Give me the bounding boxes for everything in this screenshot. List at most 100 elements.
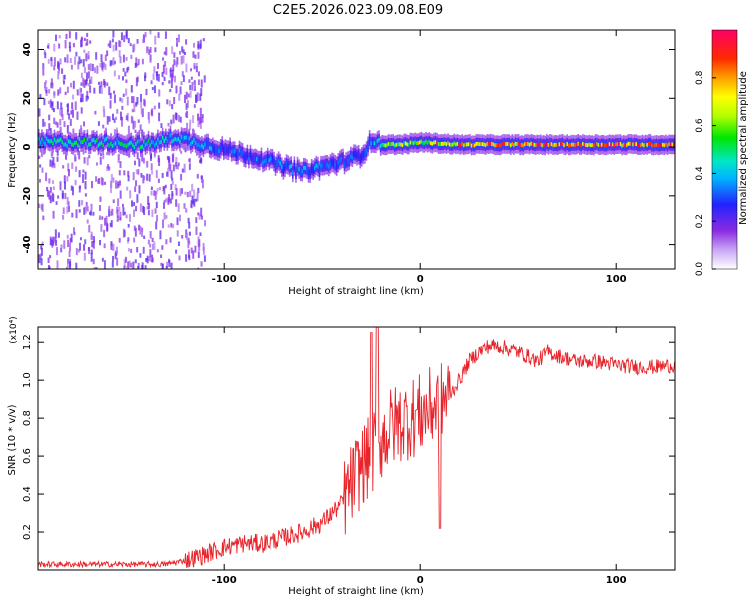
- spectrogram-ridge-cell: [252, 157, 255, 161]
- spectrogram-ridge-cell: [119, 142, 122, 147]
- spectrogram-ridge-cell: [50, 139, 53, 143]
- spectrogram-speckle: [130, 248, 133, 254]
- spectrogram-ridge-cell: [285, 162, 288, 167]
- spectrogram-ridge-cell: [241, 150, 244, 155]
- spectrogram-speckle: [118, 40, 121, 47]
- snr-xtick-label: 100: [606, 575, 627, 586]
- spectrogram-speckle: [136, 152, 139, 160]
- spectrogram-speckle: [170, 183, 173, 190]
- spectrogram-ridge-cell: [635, 142, 638, 147]
- spectrogram-speckle: [75, 32, 78, 40]
- spectrogram-speckle: [178, 93, 181, 101]
- spectrogram-ridge-cell: [213, 147, 216, 152]
- spectrogram-speckle: [180, 173, 183, 181]
- spectrogram-speckle: [82, 174, 85, 184]
- spectrogram-speckle: [78, 209, 81, 213]
- spectrogram-speckle: [95, 267, 98, 269]
- spectrogram-speckle: [56, 101, 59, 110]
- spectrogram-speckle: [60, 102, 63, 110]
- spectrogram-speckle: [62, 80, 65, 85]
- spectrogram-speckle: [86, 32, 89, 37]
- spectrogram-ridge-cell: [445, 142, 448, 147]
- spectrogram-speckle: [86, 157, 89, 166]
- spectrogram-speckle: [141, 262, 144, 269]
- spectrogram-speckle: [165, 215, 168, 219]
- spectrogram-ridge-cell: [477, 141, 479, 146]
- spectrogram-speckle: [185, 254, 188, 262]
- spectrogram-speckle: [59, 58, 62, 65]
- spectrogram-ridge-cell: [536, 142, 539, 147]
- spectrogram-speckle: [133, 103, 136, 112]
- spectrogram-speckle: [69, 242, 72, 252]
- spectrogram-speckle: [98, 178, 101, 184]
- spectrogram-speckle: [199, 43, 202, 50]
- spectrogram-speckle: [126, 67, 129, 73]
- spectrogram-speckle: [59, 181, 62, 191]
- spectrogram-ridge-cell: [219, 146, 222, 151]
- spectrogram-speckle: [68, 31, 71, 39]
- spectrogram-ridge-cell: [436, 140, 438, 145]
- spectrogram-ridge-cell: [663, 143, 666, 148]
- spectrogram-speckle: [118, 206, 121, 212]
- spectrogram-ridge-cell: [533, 142, 536, 147]
- spectrogram-speckle: [89, 40, 92, 44]
- spectrogram-speckle: [75, 209, 78, 219]
- spectrogram-speckle: [95, 162, 98, 166]
- spectrogram-speckle: [154, 35, 157, 45]
- spectrogram-ridge-cell: [414, 140, 416, 145]
- spectrogram-heatmap: [38, 30, 675, 269]
- spectrogram-speckle: [80, 107, 83, 114]
- spectrogram-ridge-cell: [392, 141, 394, 146]
- spectrogram-ridge-cell: [643, 143, 645, 148]
- spectrogram-ridge-cell: [309, 171, 311, 176]
- spectrogram-ridge-cell: [464, 142, 467, 147]
- spectrogram-ridge-cell: [423, 140, 426, 145]
- spectrogram-ridge-cell: [108, 143, 111, 148]
- spectrogram-speckle: [70, 82, 73, 88]
- spectrogram-speckle: [55, 247, 58, 256]
- spectrogram-speckle: [49, 99, 52, 108]
- spectrogram-speckle: [125, 79, 128, 83]
- spectrogram-speckle: [196, 173, 199, 179]
- spectrogram-speckle: [119, 161, 122, 168]
- spectrogram-ridge-cell: [492, 142, 495, 147]
- spectrogram-speckle: [71, 109, 74, 118]
- spectrogram-speckle: [103, 229, 106, 238]
- spectrogram-speckle: [107, 43, 110, 47]
- spectrogram-ytick-label: 0: [22, 144, 33, 151]
- spectrogram-speckle: [74, 179, 77, 186]
- spectrogram-ridge-cell: [331, 160, 333, 165]
- spectrogram-ridge-cell: [638, 143, 641, 148]
- spectrogram-speckle: [151, 87, 154, 91]
- spectrogram-speckle: [48, 191, 51, 200]
- spectrogram-ridge-cell: [357, 152, 360, 157]
- spectrogram-speckle: [77, 61, 80, 70]
- spectrogram-ridge-cell: [58, 138, 60, 143]
- spectrogram-speckle: [185, 39, 188, 45]
- spectrogram-ridge-cell: [481, 142, 484, 147]
- spectrogram-speckle: [112, 30, 115, 38]
- spectrogram-ridge-cell: [174, 137, 177, 141]
- spectrogram-ridge-cell: [469, 141, 471, 146]
- spectrogram-speckle: [165, 265, 168, 269]
- spectrogram-ridge-cell: [415, 141, 418, 146]
- spectrogram-speckle: [132, 120, 135, 130]
- spectrogram-ridge-cell: [255, 157, 258, 162]
- spectrogram-speckle: [157, 178, 160, 183]
- spectrogram-ridge-cell: [318, 168, 321, 173]
- spectrogram-speckle: [109, 184, 112, 194]
- spectrogram-speckle: [118, 75, 121, 80]
- spectrogram-speckle: [204, 220, 207, 227]
- spectrogram-ridge-cell: [646, 142, 648, 147]
- spectrogram-ridge-cell: [42, 139, 45, 144]
- spectrogram-speckle: [144, 72, 147, 79]
- snr-frame: [37, 326, 676, 571]
- spectrogram-speckle: [80, 38, 83, 47]
- spectrogram-ridge-cell: [251, 156, 253, 161]
- spectrogram-ridge-cell: [531, 142, 534, 147]
- spectrogram-ridge-cell: [41, 137, 43, 142]
- spectrogram-speckle: [121, 203, 124, 208]
- spectrogram-speckle: [115, 41, 118, 51]
- spectrogram-speckle: [203, 75, 206, 83]
- spectrogram-speckle: [123, 35, 126, 43]
